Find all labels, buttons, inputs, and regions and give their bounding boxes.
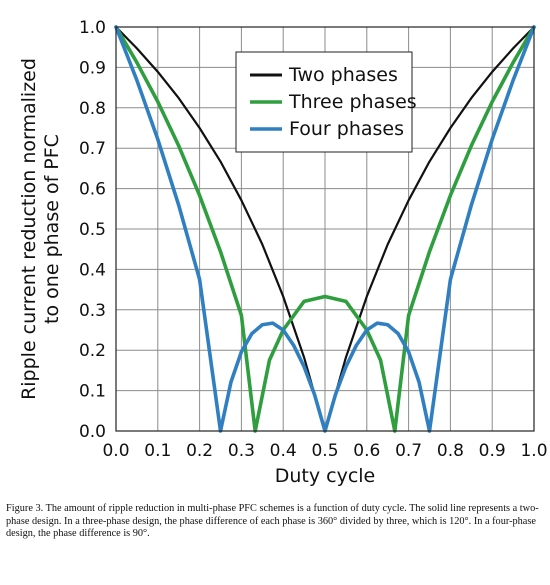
x-tick-label: 0.6 — [353, 441, 380, 461]
x-tick-label: 0.5 — [311, 441, 338, 461]
x-tick-label: 0.0 — [102, 441, 129, 461]
x-tick-label: 0.4 — [270, 441, 297, 461]
y-tick-label: 0.9 — [79, 58, 106, 78]
y-tick-label: 0.4 — [79, 260, 106, 280]
y-tick-label: 0.5 — [79, 220, 106, 240]
y-tick-label: 0.1 — [79, 382, 106, 402]
series-line-three-phases — [114, 25, 536, 433]
x-tick-label: 0.1 — [144, 441, 171, 461]
x-tick-label: 0.8 — [437, 441, 464, 461]
y-axis-title: Ripple current reduction normalized to o… — [18, 58, 63, 400]
x-tick-label: 1.0 — [520, 441, 547, 461]
y-tick-label: 0.7 — [79, 139, 106, 159]
y-tick-labels: 0.0 0.1 0.2 0.3 0.4 0.5 0.6 0.7 0.8 0.9 1.0 — [79, 18, 106, 442]
x-tick-label: 0.7 — [395, 441, 422, 461]
legend-label-four-phases: Four phases — [289, 118, 404, 140]
x-axis-title: Duty cycle — [275, 465, 376, 487]
y-tick-label: 0.2 — [79, 341, 106, 361]
x-tick-label: 0.3 — [228, 441, 255, 461]
y-axis-title-line-2: to one phase of PFC — [41, 134, 63, 324]
figure-caption: Figure 3. The amount of ripple reduction… — [6, 503, 539, 539]
y-tick-label: 1.0 — [79, 18, 106, 38]
y-tick-label: 0.3 — [79, 301, 106, 321]
y-tick-label: 0.6 — [79, 180, 106, 200]
legend: Two phases Three phases Four phases — [235, 51, 417, 153]
legend-label-two-phases: Two phases — [288, 64, 398, 86]
x-tick-labels: 0.0 0.1 0.2 0.3 0.4 0.5 0.6 0.7 0.8 0.9 1.0 — [102, 441, 547, 461]
legend-label-three-phases: Three phases — [288, 91, 417, 113]
y-tick-label: 0.0 — [79, 422, 106, 442]
plot-frame — [115, 26, 535, 432]
x-tick-label: 0.2 — [186, 441, 213, 461]
y-tick-label: 0.8 — [79, 99, 106, 119]
y-axis-title-line-1: Ripple current reduction normalized — [18, 58, 40, 400]
x-tick-label: 0.9 — [479, 441, 506, 461]
ripple-reduction-chart: 0.0 0.1 0.2 0.3 0.4 0.5 0.6 0.7 0.8 0.9 1.0 0.0 0.1… — [18, 18, 548, 487]
